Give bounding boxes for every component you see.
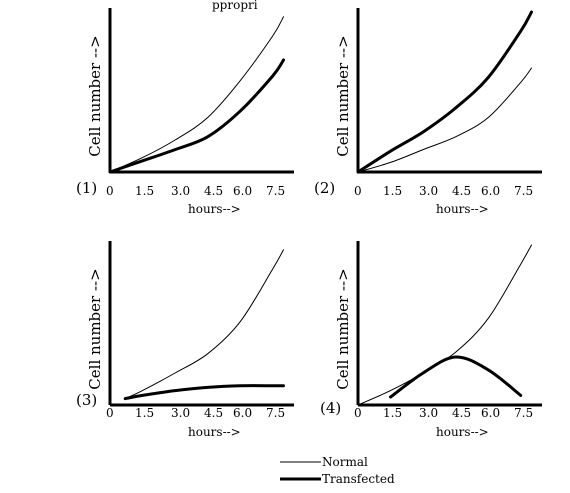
panels-group: 0 1.5 3.0 4.5 6.0 7.5 hours--> Cell number --> (…: [76, 8, 542, 439]
series-line-transfected: [389, 355, 523, 399]
legend-transfected-label: Transfected: [322, 472, 395, 486]
x-tick-label: 1.5: [383, 184, 402, 198]
series-line-normal: [124, 249, 284, 400]
panel-label: (2): [314, 179, 335, 197]
x-tick-label: 7.5: [266, 406, 285, 420]
x-tick-label: 3.0: [171, 184, 190, 198]
x-tick-label: 3.0: [171, 406, 190, 420]
x-tick-label: 7.5: [514, 184, 533, 198]
x-tick-label: 6.0: [481, 184, 500, 198]
x-axis-label: hours-->: [188, 425, 241, 439]
panel-label: (4): [320, 399, 341, 417]
x-tick-label: 0: [354, 184, 362, 198]
y-axis-label: Cell number -->: [334, 35, 352, 156]
series-line-normal: [357, 67, 532, 173]
x-tick-label: 6.0: [481, 406, 500, 420]
x-tick-label: 0: [106, 406, 114, 420]
x-axis-label: hours-->: [436, 202, 489, 216]
x-tick-label: 0: [106, 184, 114, 198]
x-tick-label: 6.0: [233, 184, 252, 198]
series-line-transfected: [123, 384, 285, 401]
x-tick-label: 7.5: [514, 406, 533, 420]
x-tick-label: 4.5: [204, 184, 223, 198]
panel-label: (3): [76, 391, 97, 409]
y-axis-label: Cell number -->: [334, 268, 352, 389]
x-tick-label: 1.5: [383, 406, 402, 420]
x-tick-label: 0: [354, 406, 362, 420]
chart-panel-2: 0 1.5 3.0 4.5 6.0 7.5 hours--> Cell number --> (…: [314, 8, 542, 216]
chart-panel-4: 0 1.5 3.0 4.5 6.0 7.5 hours--> Cell number --> (…: [320, 241, 542, 439]
x-tick-label: 3.0: [419, 184, 438, 198]
legend-normal-label: Normal: [322, 455, 368, 469]
x-tick-label: 4.5: [452, 406, 471, 420]
chart-panel-1: 0 1.5 3.0 4.5 6.0 7.5 hours--> Cell number --> (…: [76, 8, 294, 216]
x-tick-label: 1.5: [135, 184, 154, 198]
legend: Normal Transfected: [280, 455, 395, 486]
series-line-transfected: [356, 10, 533, 174]
y-axis-label: Cell number -->: [86, 268, 104, 389]
series-line-normal: [109, 16, 284, 173]
series-line-transfected: [108, 58, 285, 174]
caption-fragment: ppropri: [212, 0, 258, 12]
x-tick-label: 7.5: [266, 184, 285, 198]
x-tick-label: 3.0: [419, 406, 438, 420]
series-line-normal: [357, 244, 532, 406]
x-axis-label: hours-->: [188, 202, 241, 216]
x-tick-label: 6.0: [233, 406, 252, 420]
panel-label: (1): [76, 179, 97, 197]
chart-panel-3: 0 1.5 3.0 4.5 6.0 7.5 hours--> Cell number --> (…: [76, 241, 294, 439]
x-tick-label: 4.5: [204, 406, 223, 420]
x-tick-label: 4.5: [452, 184, 471, 198]
y-axis-label: Cell number -->: [86, 35, 104, 156]
x-axis-label: hours-->: [436, 425, 489, 439]
x-tick-label: 1.5: [135, 406, 154, 420]
